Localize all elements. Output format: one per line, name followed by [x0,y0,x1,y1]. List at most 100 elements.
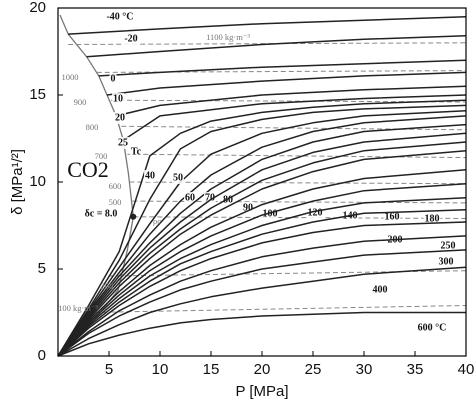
label-background [204,192,216,204]
isochore [129,181,467,185]
x-tick-label: 40 [458,361,474,378]
isotherm [86,35,467,58]
isotherm-label: 40 [145,170,155,181]
isotherm-label: -40 °C [106,11,133,22]
isotherm-label: 600 °C [418,322,447,333]
isotherm [57,132,467,357]
label-background [105,11,135,23]
isochore [133,216,467,219]
critical-point [130,213,137,220]
isotherm [57,169,467,357]
isotherm [57,149,467,357]
isotherm-label: 50 [173,172,183,183]
y-tick-label: 0 [38,347,46,364]
isochore-label: 200 [101,281,114,291]
isochore-label: 500 [109,197,122,207]
critical-label: δc = 8.0 [85,208,118,219]
isotherm-label: 0 [111,73,116,84]
isochore [86,305,467,313]
isotherm [57,249,467,357]
isochore [96,70,467,73]
label-background [423,213,441,225]
y-tick-label: 10 [29,173,46,190]
x-tick-label: 15 [203,361,220,378]
isochore-label: 100 kg·m⁻³ [58,303,98,313]
isotherm [57,115,467,357]
label-background [184,192,196,204]
substance-label: CO2 [67,157,109,182]
x-tick-label: 35 [407,361,424,378]
isotherm-label: 25 [118,137,128,148]
isotherm [57,209,467,357]
label-background [123,33,139,45]
isotherm-label: 300 [439,256,454,267]
x-tick-label: 5 [105,361,113,378]
label-background [117,137,129,149]
isochore [121,125,467,131]
isochore [110,99,467,103]
isotherm [57,99,467,357]
isotherm [98,59,467,77]
label-background [112,93,124,105]
isotherm [57,266,467,357]
x-axis-label: P [MPa] [235,383,288,400]
x-tick-label: 30 [356,361,373,378]
isotherm [57,221,467,357]
isotherm-label: 250 [441,240,456,251]
isotherm [57,311,466,357]
isotherm-label: 160 [385,211,400,222]
label-background [416,322,448,334]
y-axis-label: δ [MPa¹/²] [9,149,26,215]
isotherm-label: -20 [124,33,137,44]
label-background [371,284,389,296]
isotherm [57,141,467,357]
isochore-label: 900 [74,97,87,107]
isotherm [122,94,467,141]
isotherm-label: 100 [263,208,278,219]
isochore-label: 1000 [62,72,79,82]
isotherm-label: 400 [373,284,388,295]
y-tick-label: 5 [38,260,46,277]
label-background [439,240,457,252]
y-tick-label: 20 [29,0,46,16]
isotherm-label: 180 [425,213,440,224]
isotherm [57,109,467,357]
isochore-label: ρc [153,216,161,226]
isochore [127,153,467,159]
isotherm [57,182,467,357]
label-background [114,112,126,124]
isotherm-label: 10 [113,93,123,104]
isotherm [68,15,467,35]
label-background [242,202,254,214]
label-background [109,73,117,85]
isotherm [57,104,467,357]
isochore [132,200,467,204]
isotherm-label: 120 [308,207,323,218]
x-tick-label: 20 [254,361,271,378]
label-background [437,256,455,268]
isotherm-label: 80 [223,194,233,205]
isotherm [115,85,467,117]
isotherm-label: 60 [185,192,195,203]
label-background [144,170,156,182]
isochore-label: 800 [86,122,99,132]
isotherm-label: 20 [115,112,125,123]
label-background [172,172,184,184]
isochore-label: 600 [109,181,122,191]
isotherm-label: 70 [205,192,215,203]
plot-frame [57,7,467,357]
label-background [383,211,401,223]
y-tick-label: 15 [29,86,46,103]
x-tick-label: 25 [305,361,322,378]
label-background [129,146,143,158]
isotherm [57,196,467,357]
isotherm [57,235,467,357]
isotherm [106,71,467,96]
isochore-label: 700 [95,151,108,161]
isotherm-label: Tc [131,146,142,157]
isotherm-label: 90 [243,202,253,213]
x-tick-label: 10 [152,361,169,378]
isotherm [57,123,467,357]
